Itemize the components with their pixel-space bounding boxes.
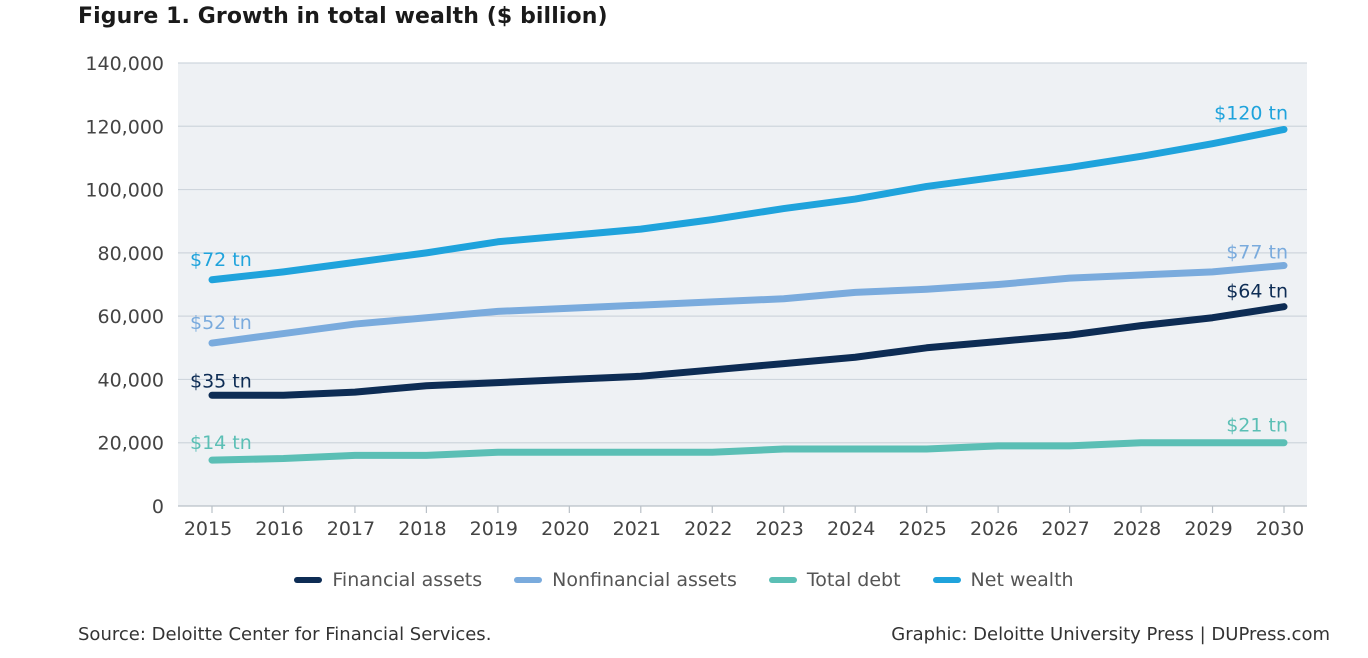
legend-swatch	[768, 577, 797, 583]
x-axis: 2015 2016 2017 2018 2019 2020 2021 2022 2023 2024…	[178, 505, 1307, 540]
x-tick-label: 2022	[684, 518, 732, 540]
series-line-nonfinancial	[208, 262, 1288, 347]
end-label-debt: $21 tn	[1226, 415, 1288, 437]
graphic-credit: Graphic: Deloitte University Press | DUP…	[891, 624, 1330, 645]
legend-item-financial: Financial assets	[294, 569, 482, 591]
y-tick-label: 120,000	[85, 116, 164, 138]
x-tick-label: 2029	[1184, 518, 1232, 540]
y-tick-label: 40,000	[98, 369, 164, 391]
x-tick-label: 2024	[827, 518, 875, 540]
x-tick-label: 2027	[1041, 518, 1089, 540]
legend-label: Net wealth	[970, 569, 1074, 591]
legend-label: Nonfinancial assets	[552, 569, 737, 591]
plot-area	[178, 63, 1307, 506]
x-tick-label: 2025	[898, 518, 946, 540]
series-line-net	[208, 125, 1288, 284]
end-label-financial: $64 tn	[1226, 281, 1288, 303]
x-tick-label: 2020	[541, 518, 589, 540]
series-lines	[208, 125, 1288, 464]
x-tick-label: 2026	[970, 518, 1018, 540]
y-tick-label: 60,000	[98, 306, 164, 328]
x-tick-label: 2016	[255, 518, 303, 540]
x-tick-label: 2019	[470, 518, 518, 540]
line-chart: 0 20,000 40,000 60,000 80,000 100,000 120,000 1…	[85, 53, 1307, 540]
y-tick-label: 140,000	[85, 53, 164, 75]
legend-swatch	[294, 577, 323, 583]
y-tick-label: 100,000	[85, 180, 164, 202]
legend: Financial assets Nonfinancial assets Total…	[0, 566, 1368, 591]
x-tick-label: 2021	[613, 518, 661, 540]
x-tick-label: 2018	[398, 518, 446, 540]
legend-item-net: Net wealth	[932, 569, 1074, 591]
start-label-nonfinancial: $52 tn	[190, 312, 252, 334]
y-axis: 0 20,000 40,000 60,000 80,000 100,000 120,000 1…	[85, 53, 164, 518]
y-tick-label: 80,000	[98, 243, 164, 265]
legend-label: Financial assets	[332, 569, 483, 591]
start-label-financial: $35 tn	[190, 370, 252, 392]
legend-item-debt: Total debt	[768, 569, 901, 591]
legend-label: Total debt	[806, 569, 901, 591]
legend-item-nonfinancial: Nonfinancial assets	[514, 569, 737, 591]
end-label-nonfinancial: $77 tn	[1226, 242, 1288, 264]
chart-title: Figure 1. Growth in total wealth ($ bill…	[78, 4, 608, 29]
y-tick-label: 0	[152, 496, 164, 518]
source-note: Source: Deloitte Center for Financial Se…	[78, 624, 492, 645]
x-tick-label: 2028	[1113, 518, 1161, 540]
legend-swatch	[514, 577, 543, 583]
legend-swatch	[932, 577, 961, 583]
x-tick-label: 2023	[756, 518, 804, 540]
end-label-net: $120 tn	[1214, 102, 1288, 124]
x-tick-label: 2017	[327, 518, 375, 540]
y-tick-label: 20,000	[98, 433, 164, 455]
grid-lines	[178, 62, 1307, 444]
x-tick-label: 2015	[184, 518, 232, 540]
start-label-net: $72 tn	[190, 249, 252, 271]
series-line-debt	[208, 439, 1288, 464]
x-tick-label: 2030	[1256, 518, 1304, 540]
data-labels: $35 tn $64 tn $52 tn $77 tn $14 tn $21 tn $72 …	[190, 102, 1288, 454]
series-line-financial	[208, 303, 1288, 399]
start-label-debt: $14 tn	[190, 432, 252, 454]
